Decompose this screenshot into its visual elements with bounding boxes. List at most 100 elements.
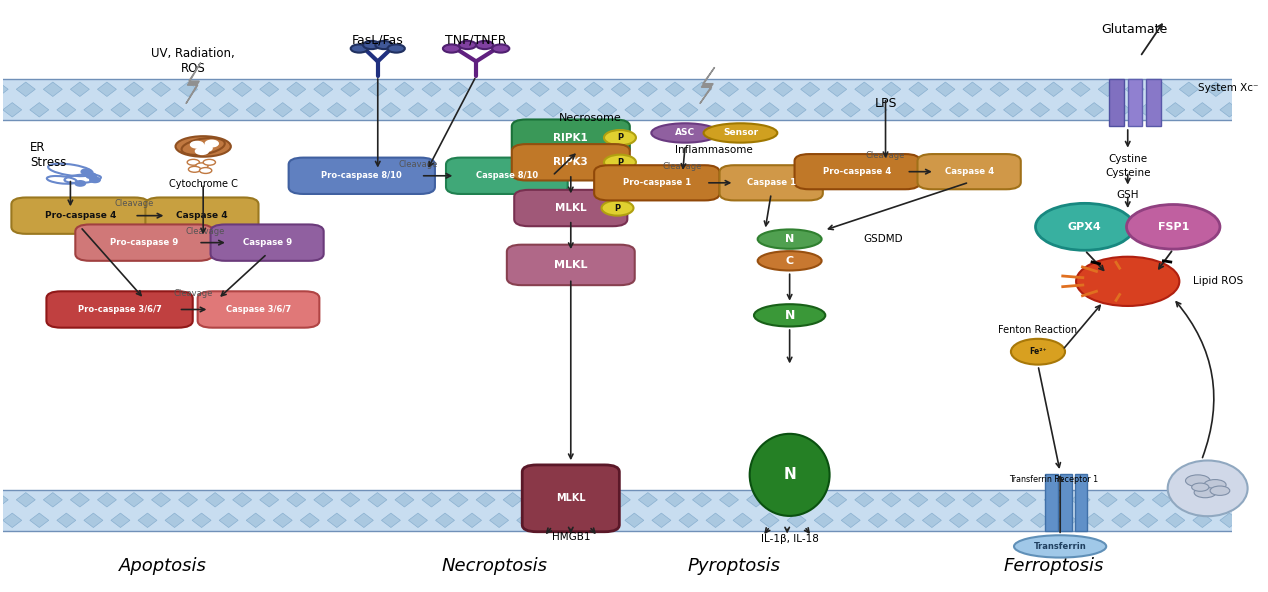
Text: Necrosome: Necrosome: [559, 113, 621, 123]
Polygon shape: [773, 82, 792, 96]
Polygon shape: [625, 102, 644, 117]
Polygon shape: [841, 513, 860, 527]
Circle shape: [203, 159, 216, 165]
Polygon shape: [260, 493, 279, 507]
Text: GPX4: GPX4: [1068, 222, 1102, 232]
Circle shape: [1192, 483, 1208, 491]
Polygon shape: [869, 513, 888, 527]
Polygon shape: [314, 493, 332, 507]
Circle shape: [205, 140, 218, 146]
Polygon shape: [652, 513, 671, 527]
Polygon shape: [274, 513, 292, 527]
Polygon shape: [760, 102, 779, 117]
Bar: [1127, 79, 1142, 126]
Polygon shape: [1206, 82, 1225, 96]
Polygon shape: [84, 102, 103, 117]
Polygon shape: [1084, 102, 1103, 117]
Bar: [3, 490, 1232, 530]
Text: System Xc⁻: System Xc⁻: [1198, 83, 1258, 93]
Polygon shape: [98, 82, 117, 96]
Polygon shape: [1044, 82, 1063, 96]
Text: GSDMD: GSDMD: [864, 234, 903, 244]
Polygon shape: [1017, 493, 1036, 507]
Polygon shape: [287, 493, 306, 507]
Polygon shape: [152, 82, 170, 96]
FancyBboxPatch shape: [719, 165, 823, 201]
Polygon shape: [449, 82, 468, 96]
Polygon shape: [611, 82, 630, 96]
Bar: [1146, 79, 1161, 126]
Polygon shape: [922, 513, 941, 527]
Polygon shape: [855, 493, 874, 507]
Polygon shape: [962, 493, 981, 507]
Polygon shape: [219, 513, 238, 527]
Polygon shape: [855, 82, 874, 96]
Polygon shape: [138, 102, 157, 117]
Ellipse shape: [1014, 535, 1106, 558]
Text: HMGB1: HMGB1: [552, 532, 590, 542]
Circle shape: [601, 201, 634, 215]
Polygon shape: [435, 102, 454, 117]
Polygon shape: [1139, 513, 1158, 527]
Circle shape: [388, 44, 404, 53]
Bar: [1045, 474, 1058, 530]
Polygon shape: [909, 82, 928, 96]
Polygon shape: [787, 102, 806, 117]
Polygon shape: [828, 493, 847, 507]
Polygon shape: [976, 513, 995, 527]
Polygon shape: [1153, 82, 1172, 96]
Polygon shape: [544, 513, 563, 527]
Circle shape: [86, 173, 96, 178]
Polygon shape: [1179, 493, 1198, 507]
Polygon shape: [1071, 82, 1090, 96]
Polygon shape: [530, 82, 549, 96]
Polygon shape: [1179, 82, 1198, 96]
Polygon shape: [841, 102, 860, 117]
Polygon shape: [57, 102, 76, 117]
Polygon shape: [585, 493, 604, 507]
Polygon shape: [1058, 513, 1077, 527]
Polygon shape: [205, 493, 224, 507]
Text: Lipid ROS: Lipid ROS: [1193, 276, 1243, 287]
Polygon shape: [301, 102, 320, 117]
Polygon shape: [314, 82, 332, 96]
Polygon shape: [922, 102, 941, 117]
Circle shape: [1011, 339, 1065, 365]
FancyBboxPatch shape: [75, 224, 213, 261]
Circle shape: [199, 145, 212, 151]
Polygon shape: [895, 102, 914, 117]
Polygon shape: [692, 82, 711, 96]
Polygon shape: [3, 513, 22, 527]
Polygon shape: [800, 493, 819, 507]
Text: Cleavage: Cleavage: [663, 162, 702, 172]
Polygon shape: [205, 82, 224, 96]
Polygon shape: [1206, 493, 1225, 507]
Polygon shape: [1220, 102, 1239, 117]
Polygon shape: [260, 82, 279, 96]
Text: RIPK1: RIPK1: [553, 133, 588, 143]
Polygon shape: [408, 102, 427, 117]
Ellipse shape: [749, 434, 829, 516]
Polygon shape: [368, 82, 387, 96]
Text: Apoptosis: Apoptosis: [119, 556, 207, 575]
Circle shape: [476, 41, 493, 49]
Polygon shape: [950, 102, 969, 117]
Polygon shape: [354, 102, 373, 117]
Polygon shape: [571, 513, 590, 527]
FancyBboxPatch shape: [795, 154, 921, 189]
Polygon shape: [1193, 513, 1212, 527]
Text: Necroptosis: Necroptosis: [441, 556, 548, 575]
Polygon shape: [30, 102, 48, 117]
Ellipse shape: [1168, 461, 1248, 516]
Polygon shape: [382, 102, 401, 117]
Polygon shape: [1017, 82, 1036, 96]
Circle shape: [1203, 480, 1226, 490]
Ellipse shape: [758, 230, 822, 249]
Polygon shape: [165, 513, 184, 527]
Text: MLKL: MLKL: [555, 203, 587, 213]
Text: C: C: [786, 256, 794, 266]
Polygon shape: [43, 493, 62, 507]
Polygon shape: [1112, 513, 1131, 527]
Bar: [1075, 474, 1087, 530]
FancyBboxPatch shape: [47, 291, 193, 327]
